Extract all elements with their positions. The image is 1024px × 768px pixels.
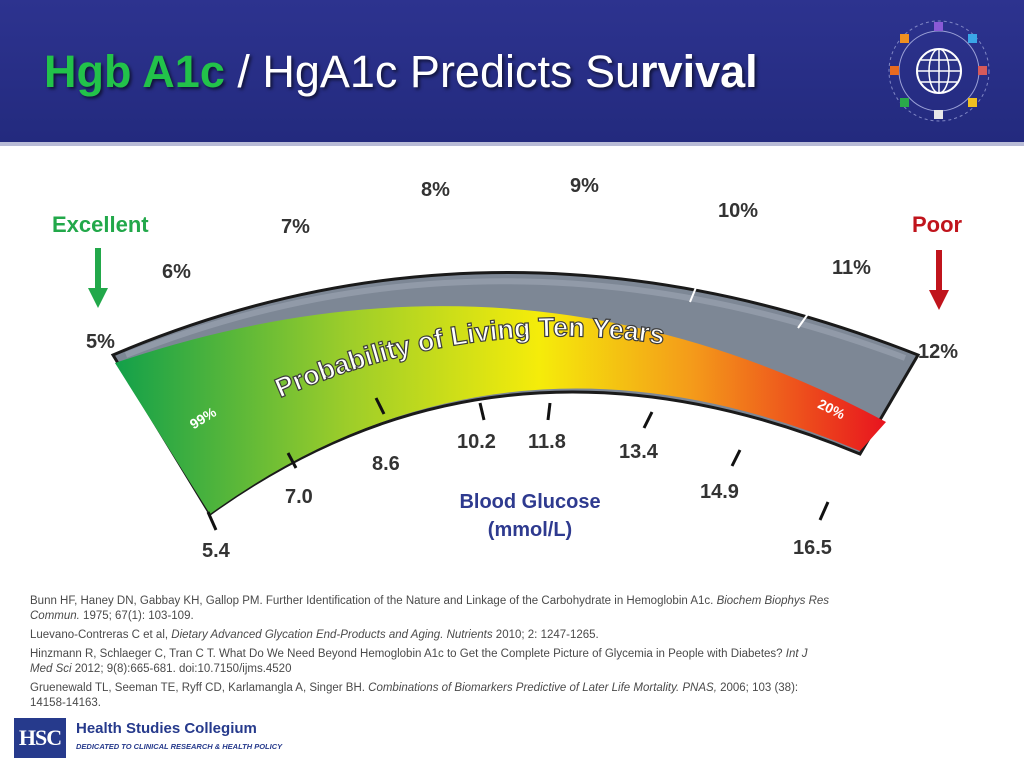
a1c-label: 11% — [832, 257, 871, 279]
reference-item: Luevano-Contreras C et al, Dietary Advan… — [30, 629, 599, 641]
a1c-survival-diagram: Probability of Living Ten Years 99% 20% … — [52, 175, 963, 562]
glucose-label: 5.4 — [202, 540, 231, 562]
reference-item: Hinzmann R, Schlaeger C, Tran C T. What … — [30, 648, 808, 675]
logo-tagline: DEDICATED TO CLINICAL RESEARCH & HEALTH … — [76, 742, 283, 751]
title-bold: rvival — [640, 46, 758, 97]
title-main: / HgA1c Predicts Su — [224, 46, 641, 97]
a1c-label: 10% — [718, 200, 758, 222]
hsc-logo: HSC Health Studies Collegium DEDICATED T… — [14, 718, 282, 760]
poor-label: Poor — [912, 212, 963, 237]
glucose-label: 13.4 — [619, 441, 659, 463]
references: Bunn HF, Haney DN, Gabbay KH, Gallop PM.… — [30, 594, 830, 715]
reference-item: Bunn HF, Haney DN, Gabbay KH, Gallop PM.… — [30, 595, 830, 622]
excellent-label: Excellent — [52, 212, 149, 237]
glucose-label: 14.9 — [700, 481, 739, 503]
a1c-ticks — [202, 205, 823, 329]
a1c-label: 7% — [281, 216, 310, 238]
glucose-axis-title: Blood Glucose — [459, 491, 600, 513]
glucose-label: 11.8 — [528, 431, 566, 453]
excellent-arrow-icon — [88, 248, 108, 308]
title-banner: Hgb A1c / HgA1c Predicts Survival — [0, 0, 1024, 142]
page-title: Hgb A1c / HgA1c Predicts Survival — [44, 46, 758, 98]
header-divider — [0, 142, 1024, 146]
globe-logo-icon — [888, 20, 990, 122]
a1c-label: 8% — [421, 179, 450, 201]
glucose-axis-unit: (mmol/L) — [488, 519, 572, 541]
reference-item: Gruenewald TL, Seeman TE, Ryff CD, Karla… — [30, 682, 799, 709]
logo-mark: HSC — [14, 718, 66, 758]
glucose-label: 7.0 — [285, 486, 313, 508]
a1c-label: 5% — [86, 331, 115, 353]
logo-name: Health Studies Collegium — [76, 720, 257, 737]
probability-band — [115, 306, 886, 514]
a1c-label: 9% — [570, 175, 599, 197]
poor-arrow-icon — [929, 250, 949, 310]
a1c-label: 6% — [162, 261, 191, 283]
glucose-label: 10.2 — [457, 431, 496, 453]
glucose-label: 8.6 — [372, 453, 400, 475]
glucose-ticks — [206, 397, 830, 531]
title-highlight: Hgb A1c — [44, 46, 225, 97]
glucose-label: 16.5 — [793, 537, 832, 559]
a1c-label: 12% — [918, 341, 958, 363]
